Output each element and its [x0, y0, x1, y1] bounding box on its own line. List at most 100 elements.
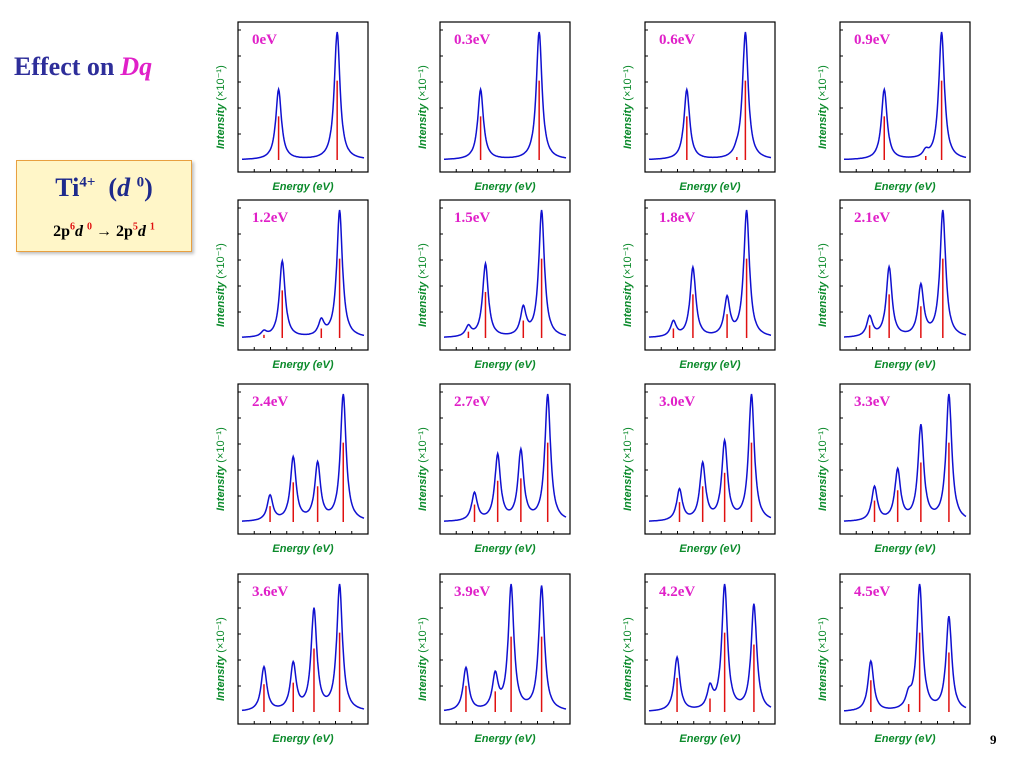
spectrum-panel: 1.2eV Intensity (×10⁻¹) Energy (eV) [215, 199, 369, 371]
y-axis-label: Intensity (×10⁻¹) [215, 617, 227, 701]
ion-info-box: Ti4+ (d 0) 2p6d 0 → 2p5d 1 [16, 160, 192, 252]
panel-frame [237, 573, 369, 725]
y-axis-label: Intensity (×10⁻¹) [215, 427, 227, 511]
panel-label: 1.2eV [252, 210, 288, 226]
spectrum-panel: 2.7eV Intensity (×10⁻¹) Energy (eV) [417, 383, 571, 555]
spectrum-curve [648, 209, 772, 338]
x-axis-label: Energy (eV) [272, 733, 333, 745]
x-axis-label: Energy (eV) [272, 359, 333, 371]
y-axis-label: Intensity (×10⁻¹) [622, 243, 634, 327]
spectrum-panel: 4.5eV Intensity (×10⁻¹) Energy (eV) [817, 573, 971, 745]
panel-frame [439, 573, 571, 725]
panel-label: 3.9eV [454, 584, 490, 600]
panel-label: 0eV [252, 32, 277, 48]
x-axis-label: Energy (eV) [679, 733, 740, 745]
x-axis-label: Energy (eV) [679, 543, 740, 555]
spectrum-curve [242, 393, 365, 522]
panel-frame [644, 199, 776, 351]
spectrum-panel: 1.5eV Intensity (×10⁻¹) Energy (eV) [417, 199, 571, 371]
trans-a-sup: 6 [70, 221, 75, 233]
transition-label: 2p6d 0 → 2p5d 1 [17, 221, 191, 241]
y-axis-label: Intensity (×10⁻¹) [817, 65, 829, 149]
spectrum-curve [648, 31, 772, 161]
x-axis-label: Energy (eV) [474, 543, 535, 555]
x-axis-label: Energy (eV) [474, 359, 535, 371]
ion-charge: 4+ [79, 174, 96, 191]
ion-symbol: Ti [55, 173, 80, 202]
config-open: ( [108, 173, 118, 202]
y-axis-label: Intensity (×10⁻¹) [215, 65, 227, 149]
x-axis-label: Energy (eV) [679, 181, 740, 193]
panel-label: 3.0eV [659, 394, 695, 410]
panel-label: 3.6eV [252, 584, 288, 600]
x-axis-label: Energy (eV) [874, 733, 935, 745]
trans-b: d [75, 223, 83, 240]
panel-label: 3.3eV [854, 394, 890, 410]
panel-frame [439, 21, 571, 173]
spectrum-panel: 0.9eV Intensity (×10⁻¹) Energy (eV) [817, 21, 971, 193]
ion-label: Ti4+ (d 0) [17, 173, 191, 203]
spectrum-curve [649, 393, 772, 522]
spectrum-curve [242, 31, 365, 160]
y-axis-label: Intensity (×10⁻¹) [417, 617, 429, 701]
panel-label: 1.8eV [659, 210, 695, 226]
x-axis-label: Energy (eV) [874, 359, 935, 371]
trans-c: 2p [116, 223, 133, 240]
x-axis-label: Energy (eV) [474, 733, 535, 745]
spectrum-panel: 2.1eV Intensity (×10⁻¹) Energy (eV) [817, 199, 971, 371]
spectrum-curve [843, 393, 967, 522]
trans-a: 2p [53, 223, 70, 240]
panel-label: 1.5eV [454, 210, 490, 226]
spectrum-panel: 3.3eV Intensity (×10⁻¹) Energy (eV) [817, 383, 971, 555]
panel-label: 0.9eV [854, 32, 890, 48]
x-axis-label: Energy (eV) [272, 543, 333, 555]
spectrum-curve [844, 31, 967, 161]
y-axis-label: Intensity (×10⁻¹) [817, 243, 829, 327]
panel-label: 4.5eV [854, 584, 890, 600]
y-axis-label: Intensity (×10⁻¹) [817, 427, 829, 511]
spectrum-curve [648, 583, 772, 712]
x-axis-label: Energy (eV) [474, 181, 535, 193]
y-axis-label: Intensity (×10⁻¹) [417, 427, 429, 511]
config-n: 0 [136, 174, 145, 191]
spectrum-panel: 0.6eV Intensity (×10⁻¹) Energy (eV) [622, 21, 776, 193]
spectrum-panel: 3.6eV Intensity (×10⁻¹) Energy (eV) [215, 573, 369, 745]
page-number: 9 [990, 732, 997, 747]
trans-d-sup: 1 [149, 221, 155, 233]
trans-b-sup: 0 [87, 221, 92, 233]
panel-label: 2.1eV [854, 210, 890, 226]
spectrum-curve [444, 31, 567, 160]
x-axis-label: Energy (eV) [679, 359, 740, 371]
spectrum-curve [241, 583, 365, 712]
title-main: Effect on [14, 52, 115, 81]
y-axis-label: Intensity (×10⁻¹) [622, 427, 634, 511]
spectrum-panel: 1.8eV Intensity (×10⁻¹) Energy (eV) [622, 199, 776, 371]
spectrum-panel: 3.0eV Intensity (×10⁻¹) Energy (eV) [622, 383, 776, 555]
y-axis-label: Intensity (×10⁻¹) [417, 65, 429, 149]
spectrum-panel: 2.4eV Intensity (×10⁻¹) Energy (eV) [215, 383, 369, 555]
panel-label: 2.7eV [454, 394, 490, 410]
spectrum-panel: 0.3eV Intensity (×10⁻¹) Energy (eV) [417, 21, 571, 193]
x-axis-label: Energy (eV) [874, 543, 935, 555]
panel-frame [439, 199, 571, 351]
y-axis-label: Intensity (×10⁻¹) [622, 65, 634, 149]
title-symbol: Dq [120, 52, 153, 81]
spectrum-curve [444, 393, 567, 522]
x-axis-label: Energy (eV) [874, 181, 935, 193]
trans-arrow: → [96, 223, 112, 240]
spectrum-curve [844, 209, 967, 338]
panel-label: 4.2eV [659, 584, 695, 600]
spectrum-curve [844, 583, 967, 712]
config-close: ) [144, 173, 153, 202]
trans-c-sup: 5 [132, 221, 138, 233]
y-axis-label: Intensity (×10⁻¹) [622, 617, 634, 701]
panel-frame [644, 21, 776, 173]
slide-title: Effect on Dq [14, 52, 152, 82]
panel-frame [839, 199, 971, 351]
spectrum-panel: 4.2eV Intensity (×10⁻¹) Energy (eV) [622, 573, 776, 745]
panel-label: 0.6eV [659, 32, 695, 48]
panel-label: 0.3eV [454, 32, 490, 48]
spectrum-panel: 0eV Intensity (×10⁻¹) Energy (eV) [215, 21, 369, 193]
panel-frame [839, 21, 971, 173]
spectrum-curve [443, 583, 567, 712]
